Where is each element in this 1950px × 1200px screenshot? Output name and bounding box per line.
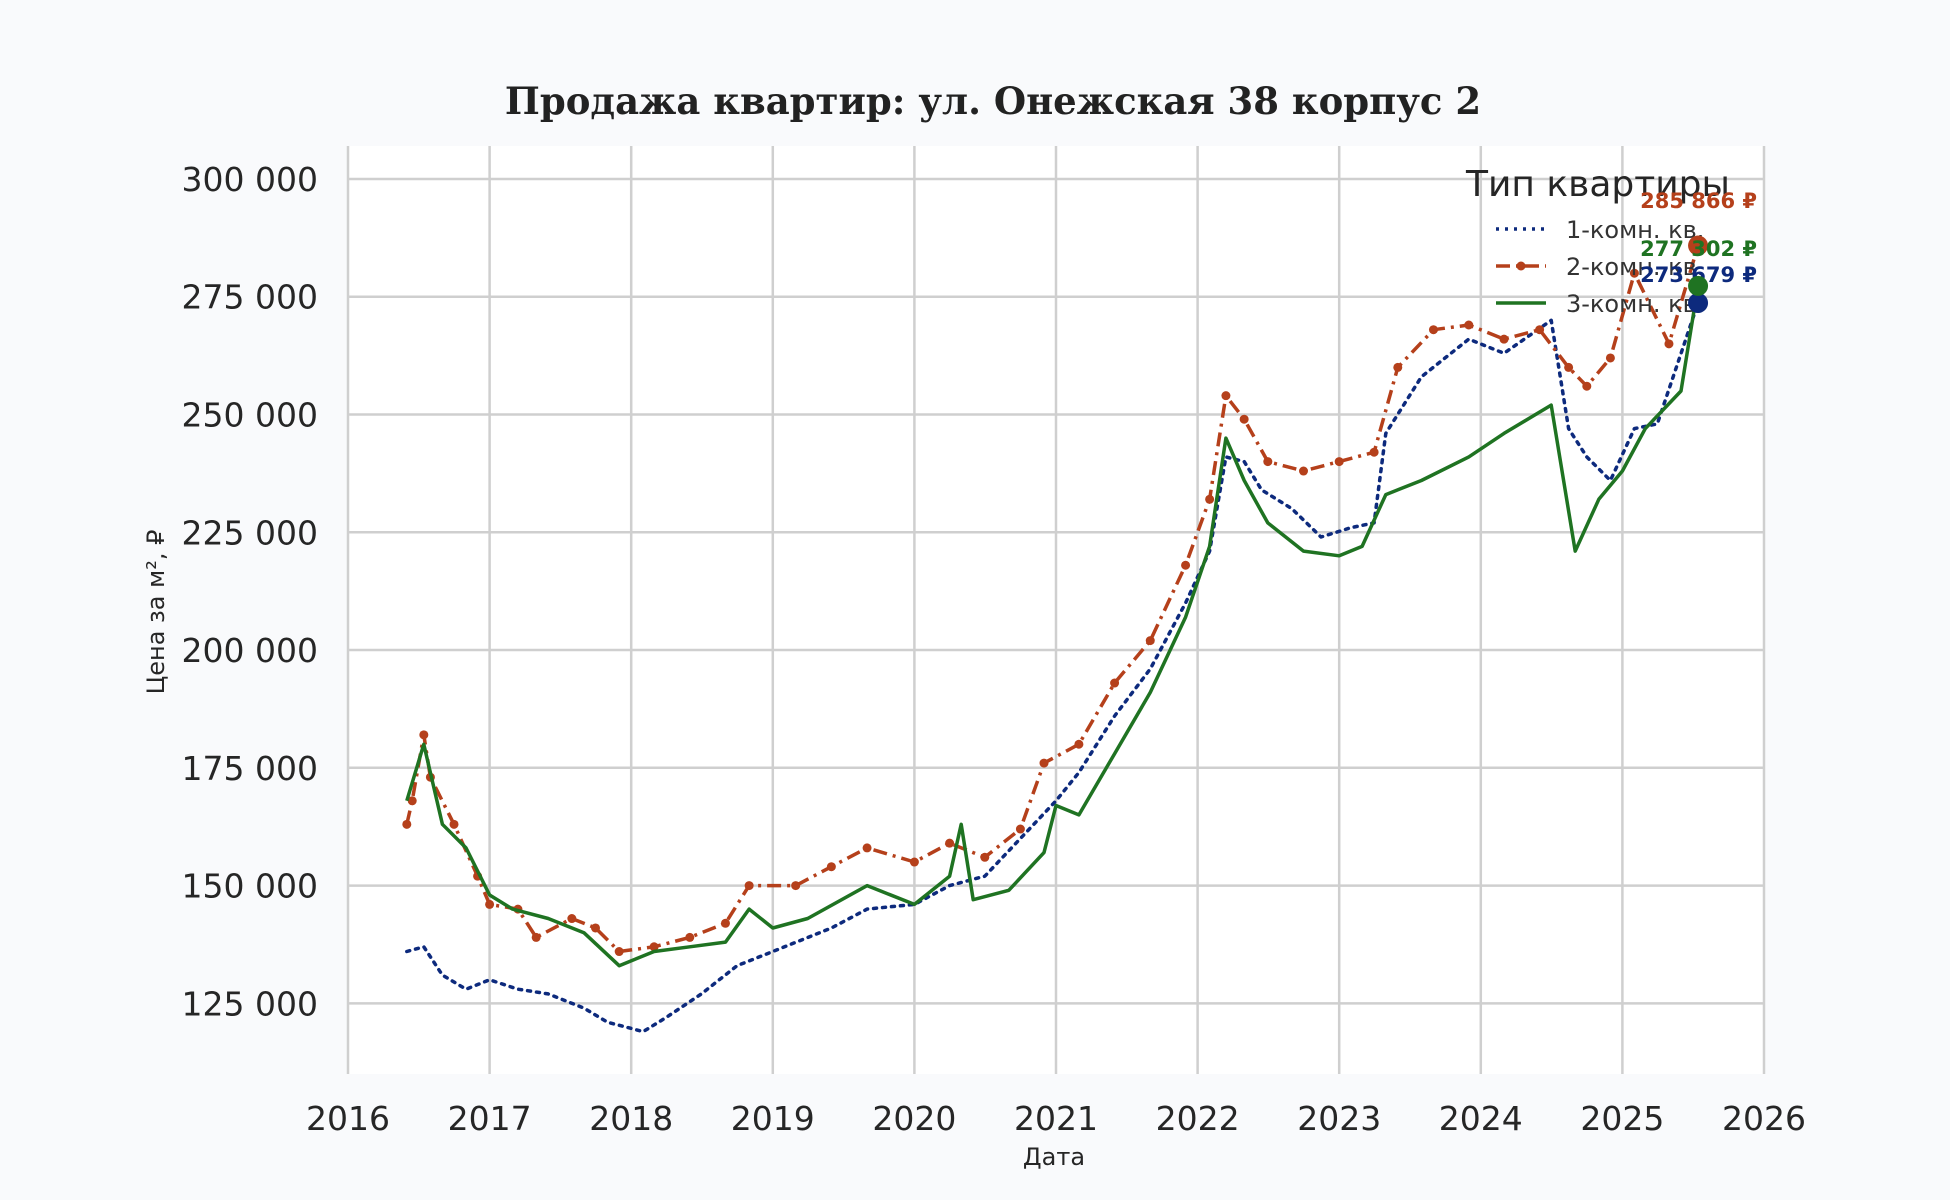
end-value-label-3: 277 302 ₽: [1640, 237, 1757, 261]
x-tick-label: 2019: [731, 1099, 815, 1138]
y-tick-label: 250 000: [182, 396, 318, 435]
series-marker-2: [614, 947, 624, 957]
y-tick-label: 150 000: [182, 867, 318, 906]
series-marker-2: [1074, 739, 1084, 749]
series-line-2: [405, 245, 1700, 954]
series-marker-2: [685, 932, 695, 942]
end-marker-2: [1688, 235, 1709, 256]
series-marker-2: [1535, 325, 1545, 335]
y-tick-label: 175 000: [182, 749, 318, 788]
series-marker-2: [1039, 758, 1049, 768]
y-tick-label: 125 000: [182, 984, 318, 1023]
series-line-1: [405, 301, 1700, 1034]
series-marker-2: [1464, 320, 1474, 330]
series-marker-2: [1369, 447, 1379, 457]
x-tick-label: 2018: [589, 1099, 673, 1138]
series-marker-2: [980, 852, 990, 862]
series-marker-2: [1221, 391, 1231, 401]
series-marker-2: [1564, 362, 1574, 372]
x-tick-label: 2024: [1439, 1099, 1523, 1138]
y-tick-label: 225 000: [182, 513, 318, 552]
chart-title: Продажа квартир: ул. Онежская 38 корпус …: [505, 79, 1481, 123]
x-axis-ticks: 2016 2017 2018 2019 2020 2021 2022 2023 2024 2025…: [306, 1099, 1806, 1138]
series-marker-2: [1499, 334, 1509, 344]
legend: Тип квартиры 1-комн. кв. 2-комн. кв. 3-ком…: [1465, 164, 1730, 318]
series-marker-2: [402, 819, 412, 829]
series-marker-2: [1263, 457, 1273, 467]
series-marker-2: [862, 843, 872, 853]
legend-title: Тип квартиры: [1465, 164, 1730, 205]
legend-marker-2: [1516, 261, 1526, 271]
series-marker-2: [945, 838, 955, 848]
series-marker-2: [791, 881, 801, 891]
series-marker-2: [1145, 636, 1155, 646]
y-tick-label: 200 000: [182, 631, 318, 670]
series-marker-2: [1181, 560, 1191, 570]
x-axis-label: Дата: [1023, 1143, 1085, 1171]
end-value-label-2: 285 866 ₽: [1640, 189, 1757, 213]
series-marker-2: [1205, 494, 1215, 504]
series-marker-2: [1393, 362, 1403, 372]
y-tick-label: 275 000: [182, 278, 318, 317]
series-marker-2: [591, 923, 601, 933]
legend-label-1: 1-комн. кв.: [1566, 216, 1704, 244]
series-marker-2: [449, 819, 459, 829]
end-marker-3: [1688, 275, 1709, 296]
series-marker-2: [744, 881, 754, 891]
series-marker-2: [826, 862, 836, 872]
x-tick-label: 2026: [1722, 1099, 1806, 1138]
series-marker-2: [1015, 824, 1025, 834]
series-marker-2: [1428, 325, 1438, 335]
series-marker-2: [649, 942, 659, 952]
x-tick-label: 2025: [1580, 1099, 1664, 1138]
x-tick-label: 2022: [1156, 1099, 1240, 1138]
series-layer: [402, 241, 1703, 1034]
series-marker-2: [720, 918, 730, 928]
series-marker-2: [1605, 353, 1615, 363]
x-tick-label: 2023: [1297, 1099, 1381, 1138]
x-tick-label: 2020: [872, 1099, 956, 1138]
end-marker-1: [1688, 292, 1709, 313]
y-axis-ticks: 125 000 150 000 175 000 200 000 225 000 250 0…: [182, 160, 318, 1023]
series-marker-2: [531, 932, 541, 942]
series-marker-2: [1110, 678, 1120, 688]
series-marker-2: [1334, 457, 1344, 467]
legend-label-2: 2-комн. кв.: [1566, 253, 1704, 281]
series-line-3: [405, 285, 1700, 968]
legend-label-3: 3-комн. кв.: [1566, 290, 1704, 318]
series-marker-2: [1299, 466, 1309, 476]
series-marker-2: [1664, 339, 1674, 349]
grid: [346, 146, 1766, 1074]
series-marker-2: [407, 796, 417, 806]
series-marker-2: [1582, 381, 1592, 391]
series-marker-2: [1239, 414, 1249, 424]
x-tick-label: 2017: [448, 1099, 532, 1138]
y-axis-label: Цена за м², ₽: [142, 530, 170, 695]
y-tick-label: 300 000: [182, 160, 318, 199]
series-marker-2: [419, 730, 429, 740]
series-marker-2: [567, 914, 577, 924]
end-markers: 273 679 ₽285 866 ₽277 302 ₽: [1640, 189, 1757, 313]
series-marker-2: [1629, 268, 1639, 278]
series-marker-2: [909, 857, 919, 867]
series-marker-2: [485, 899, 495, 909]
x-tick-label: 2021: [1014, 1099, 1098, 1138]
x-tick-label: 2016: [306, 1099, 390, 1138]
